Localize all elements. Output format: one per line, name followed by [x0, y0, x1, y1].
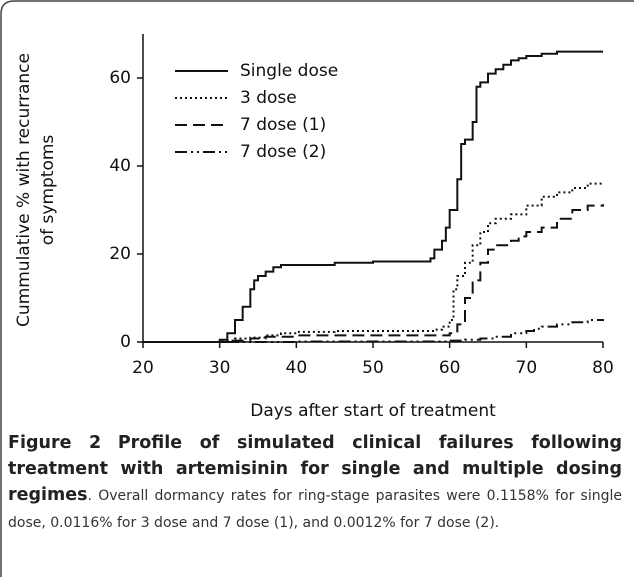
data-line [143, 182, 604, 343]
y-axis-label: Cummulative % with recurrance [14, 53, 34, 327]
legend-label: Single dose [240, 61, 338, 81]
y-axis-label: of symptoms [38, 135, 58, 246]
caption-label: Figure 2 [8, 433, 102, 453]
y-tick-label: 0 [120, 332, 131, 352]
caption-title: Profile of simulated clinical failures f… [8, 433, 623, 505]
y-tick-label: 60 [109, 68, 131, 88]
caption: Figure 2 Profile of simulated clinical f… [8, 430, 622, 536]
legend-label: 7 dose (2) [240, 142, 326, 162]
x-tick-label: 80 [592, 358, 614, 378]
y-tick-label: 40 [109, 156, 131, 176]
x-tick-label: 40 [286, 358, 308, 378]
x-tick-label: 30 [209, 358, 231, 378]
data-line [143, 204, 604, 343]
x-tick-label: 60 [439, 358, 461, 378]
legend-label: 7 dose (1) [240, 115, 326, 135]
y-tick-label: 20 [109, 244, 131, 264]
x-tick-label: 70 [516, 358, 538, 378]
caption-body: . Overall dormancy rates for ring-stage … [8, 488, 622, 531]
x-tick-label: 50 [362, 358, 384, 378]
x-axis-label: Days after start of treatment [250, 401, 496, 421]
x-tick-label: 20 [132, 358, 154, 378]
data-line [143, 50, 603, 343]
legend-label: 3 dose [240, 88, 297, 108]
